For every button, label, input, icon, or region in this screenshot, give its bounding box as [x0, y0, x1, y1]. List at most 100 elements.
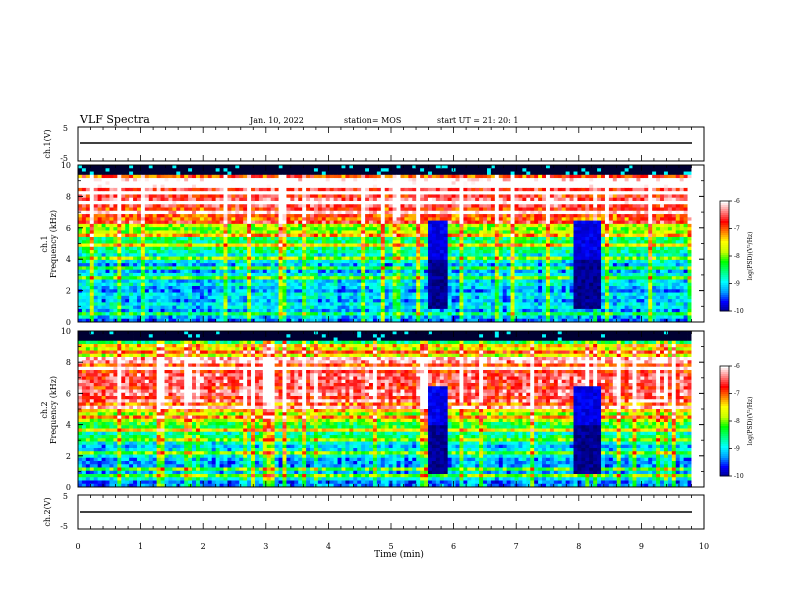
- spectrogram-cell: [133, 220, 138, 225]
- spectrogram-cell: [223, 253, 228, 257]
- spectrogram-cell: [498, 233, 504, 238]
- spectrogram-cell: [384, 194, 390, 199]
- spectrogram-cell: [113, 171, 118, 176]
- spectrogram-cell: [85, 184, 91, 189]
- spectrogram-cell: [380, 223, 386, 228]
- spectrogram-cell: [97, 220, 102, 225]
- spectrogram-cell: [577, 217, 582, 221]
- spectrogram-cell: [199, 207, 205, 212]
- spectrogram-cell: [585, 194, 590, 199]
- spectrogram-cell: [361, 217, 366, 221]
- spectrogram-cell: [215, 165, 220, 169]
- spectrogram-cell: [188, 259, 193, 264]
- spectrogram-cell: [663, 217, 669, 221]
- spectrogram-cell: [152, 184, 158, 189]
- spectrogram-cell: [557, 259, 563, 264]
- spectrogram-cell: [333, 174, 338, 179]
- spectrogram-cell: [475, 240, 480, 244]
- spectrogram-cell: [195, 223, 201, 228]
- spectrogram-cell: [648, 253, 653, 257]
- spectrogram-cell: [557, 174, 563, 179]
- spectrogram-cell: [372, 220, 378, 225]
- spectrogram-cell: [195, 191, 201, 195]
- spectrogram-cell: [207, 210, 213, 215]
- spectrogram-cell: [502, 184, 508, 189]
- spectrogram-cell: [534, 233, 539, 238]
- spectrogram-cell: [494, 181, 500, 186]
- spectrogram-cell: [306, 243, 311, 248]
- spectrogram-cell: [129, 165, 134, 169]
- spectrogram-cell: [184, 204, 189, 208]
- spectrogram-cell: [573, 184, 578, 189]
- spectrogram-cell: [612, 240, 618, 244]
- spectrogram-cell: [125, 178, 130, 182]
- spectrogram-cell: [286, 236, 291, 241]
- spectrogram-cell: [522, 210, 527, 215]
- spectrogram-cell: [396, 256, 401, 261]
- spectrogram-cell: [667, 181, 673, 186]
- spectrogram-cell: [235, 204, 240, 208]
- spectrogram-cell: [620, 181, 626, 186]
- spectrogram-cell: [262, 165, 268, 169]
- spectrogram-cell: [597, 250, 602, 254]
- spectrogram-cell: [585, 263, 590, 267]
- spectrogram-cell: [97, 256, 102, 261]
- spectrogram-cell: [463, 165, 468, 169]
- spectrogram-cell: [616, 184, 622, 189]
- spectrogram-cell: [545, 246, 551, 251]
- spectrogram-cell: [620, 210, 626, 215]
- spectrogram-cell: [549, 256, 555, 261]
- spectrogram-cell: [270, 214, 276, 218]
- spectrogram-cell: [156, 181, 161, 186]
- spectrogram-cell: [97, 217, 102, 221]
- spectrogram-cell: [207, 187, 213, 192]
- spectrogram-cell: [538, 230, 543, 235]
- spectrogram-cell: [93, 256, 99, 261]
- spectrogram-cell: [376, 240, 382, 244]
- spectrogram-cell: [81, 230, 87, 235]
- spectrogram-cell: [365, 220, 370, 225]
- spectrogram-cell: [176, 204, 181, 208]
- spectrogram-cell: [687, 194, 692, 199]
- spectrogram-cell: [490, 194, 496, 199]
- spectrogram-cell: [538, 253, 543, 257]
- spectrogram-cell: [534, 207, 539, 212]
- spectrogram-cell: [597, 191, 602, 195]
- spectrogram-cell: [353, 184, 358, 189]
- spectrogram-cell: [227, 220, 232, 225]
- spectrogram-cell: [435, 233, 441, 238]
- spectrogram-cell: [683, 259, 688, 264]
- spectrogram-cell: [278, 227, 283, 231]
- spectrogram-cell: [180, 181, 185, 186]
- spectrogram-cell: [597, 220, 602, 225]
- spectrogram-cell: [321, 184, 327, 189]
- spectrogram-cell: [388, 194, 393, 199]
- spectrogram-cell: [522, 253, 527, 257]
- spectrogram-cell: [302, 187, 307, 192]
- spectrogram-cell: [317, 210, 323, 215]
- spectrogram-cell: [483, 236, 488, 241]
- spectrogram-cell: [518, 191, 523, 195]
- spectrogram-cell: [652, 227, 657, 231]
- spectrogram-cell: [192, 178, 197, 182]
- spectrogram-cell: [498, 230, 504, 235]
- spectrogram-cell: [424, 246, 429, 251]
- spectrogram-cell: [333, 217, 338, 221]
- spectrogram-cell: [616, 197, 622, 202]
- spectrogram-cell: [612, 174, 618, 179]
- spectrogram-cell: [144, 168, 150, 172]
- spectrogram-cell: [321, 200, 327, 205]
- spectrogram-cell: [164, 223, 169, 228]
- spectrogram-cell: [357, 197, 362, 202]
- spectrogram-cell: [538, 194, 543, 199]
- spectrogram-cell: [522, 191, 527, 195]
- spectrogram-cell: [640, 207, 645, 212]
- spectrogram-cell: [254, 227, 260, 231]
- spectrogram-cell: [593, 236, 598, 241]
- spectrogram-cell: [227, 227, 232, 231]
- spectrogram-cell: [518, 227, 523, 231]
- spectrogram-cell: [608, 184, 614, 189]
- spectrogram-cell: [380, 230, 386, 235]
- spectrogram-cell: [78, 217, 83, 221]
- spectrogram-cell: [486, 217, 492, 221]
